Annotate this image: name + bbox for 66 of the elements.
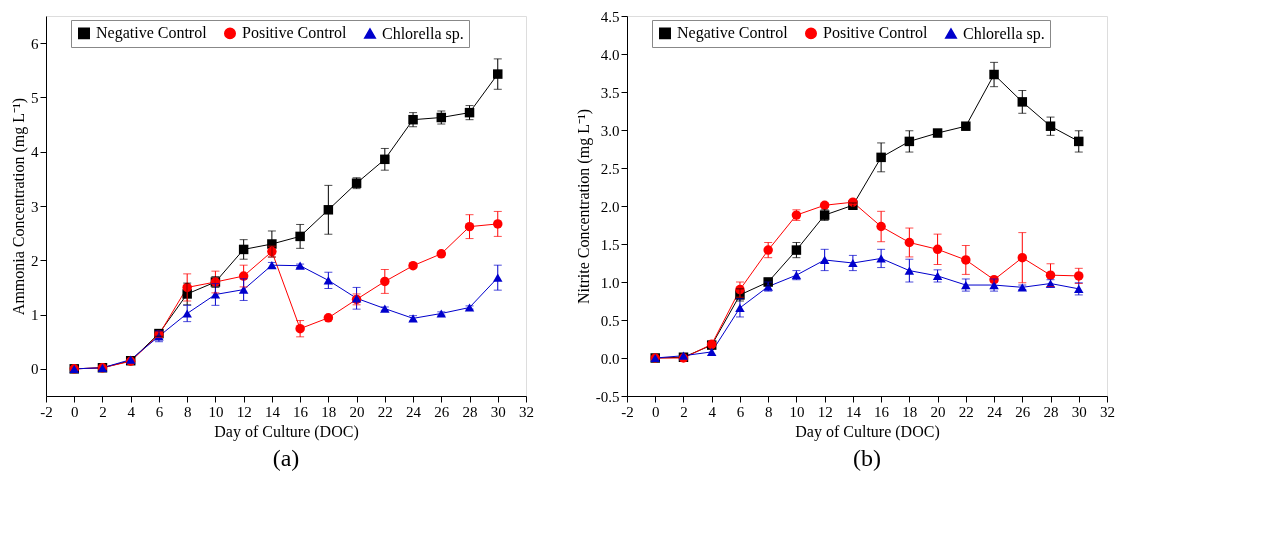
- y-tick-label: 1.5: [600, 236, 620, 253]
- x-tick-label: -2: [40, 403, 53, 420]
- x-tick-label: 14: [264, 403, 281, 420]
- y-tick-label: 2: [31, 252, 39, 269]
- x-tick-label: 6: [155, 403, 164, 420]
- y-tick-label: 3.0: [600, 122, 620, 139]
- x-tick-label: 22: [958, 403, 974, 420]
- x-tick-label: 24: [987, 403, 1003, 420]
- x-tick-label: 12: [236, 403, 252, 420]
- y-tick-label: 6: [31, 35, 39, 52]
- x-tick-label: 28: [1043, 403, 1059, 420]
- x-tick-label: 20: [930, 403, 946, 420]
- x-tick-label: 14: [845, 403, 862, 420]
- x-tick-label: 8: [764, 403, 773, 420]
- legend-label: Positive Control: [823, 24, 929, 42]
- legend-label: Chlorella sp.: [382, 24, 464, 43]
- y-tick-label: 3: [31, 198, 39, 215]
- legend-label: Chlorella sp.: [963, 24, 1045, 43]
- legend-label: Negative Control: [677, 24, 789, 43]
- legend-label: Positive Control: [242, 24, 348, 42]
- x-tick-label: 16: [874, 403, 890, 420]
- x-tick-label: 12: [817, 403, 833, 420]
- x-axis-title: Day of Culture (DOC): [214, 422, 359, 441]
- x-tick-label: 4: [708, 403, 717, 420]
- y-tick-label: 4: [31, 144, 39, 161]
- x-tick-label: 26: [1015, 403, 1031, 420]
- x-tick-label: -2: [621, 403, 634, 420]
- x-tick-label: 24: [406, 403, 422, 420]
- x-tick-label: 4: [127, 403, 136, 420]
- text: (a): [272, 445, 300, 471]
- legend-label: Negative Control: [96, 24, 208, 43]
- x-tick-label: 8: [183, 403, 192, 420]
- y-tick-label: 2.5: [600, 160, 620, 177]
- y-tick-label: 0.5: [600, 312, 620, 329]
- y-tick-label: 1: [31, 307, 39, 324]
- x-tick-label: 0: [651, 403, 660, 420]
- x-tick-label: 18: [902, 403, 918, 420]
- x-tick-label: 22: [377, 403, 393, 420]
- y-tick-label: 3.5: [600, 84, 620, 101]
- y-tick-label: 5: [31, 89, 39, 106]
- x-tick-label: 10: [789, 403, 805, 420]
- x-tick-label: 6: [736, 403, 745, 420]
- x-tick-label: 0: [70, 403, 79, 420]
- x-tick-label: 16: [293, 403, 309, 420]
- y-tick-label: 1.0: [600, 274, 620, 291]
- y-tick-label: 4.0: [600, 46, 620, 63]
- y-tick-label: 2.0: [600, 198, 620, 215]
- y-axis-title: Ammonia Concentration (mg L⁻¹): [10, 97, 28, 316]
- x-axis-title: Day of Culture (DOC): [795, 422, 940, 441]
- x-tick-label: 20: [349, 403, 365, 420]
- y-axis-title: Nitrite Concentration (mg L⁻¹): [574, 108, 593, 305]
- x-tick-label: 32: [1100, 403, 1115, 420]
- y-tick-label: 0: [31, 361, 39, 378]
- x-tick-label: 2: [99, 403, 107, 420]
- y-tick-label: -0.5: [595, 388, 620, 405]
- x-tick-label: 28: [462, 403, 478, 420]
- y-tick-label: 0.0: [600, 350, 620, 367]
- y-tick-label: 4.5: [600, 8, 620, 25]
- x-tick-label: 10: [208, 403, 224, 420]
- x-tick-label: 18: [321, 403, 337, 420]
- x-tick-label: 30: [1071, 403, 1087, 420]
- x-tick-label: 26: [434, 403, 450, 420]
- x-tick-label: 32: [519, 403, 534, 420]
- x-tick-label: 2: [680, 403, 688, 420]
- x-tick-label: 30: [490, 403, 506, 420]
- text: (b): [853, 445, 881, 471]
